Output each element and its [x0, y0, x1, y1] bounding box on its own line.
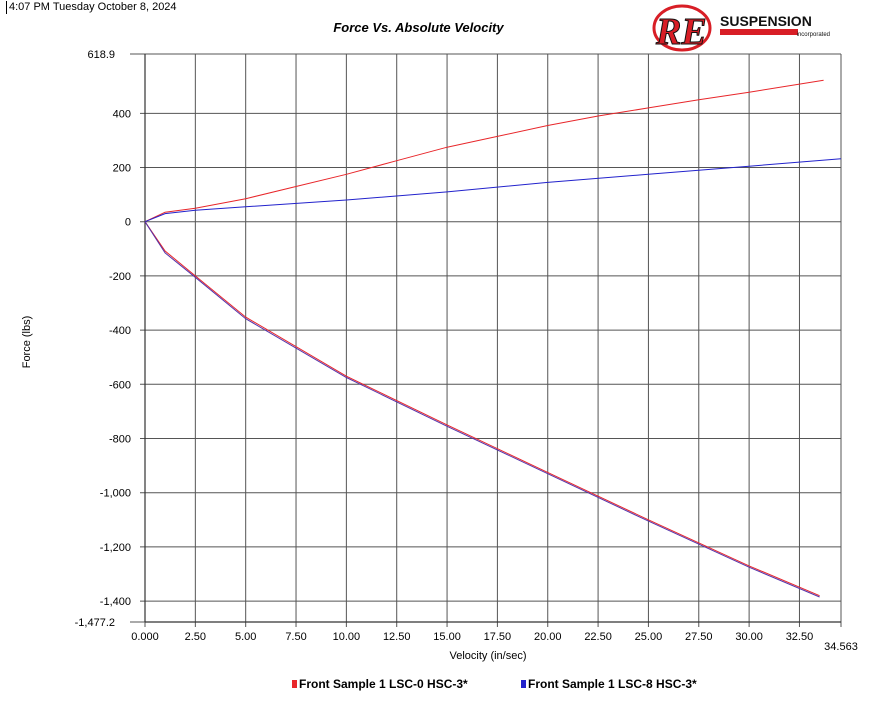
x-tick-label: 27.50 — [685, 631, 713, 643]
x-axis-label: Velocity (in/sec) — [449, 650, 527, 662]
y-tick-label: -600 — [109, 379, 131, 391]
y-tick-label: 200 — [113, 163, 131, 175]
y-tick-label: -800 — [109, 433, 131, 445]
logo-swoosh — [652, 4, 712, 52]
x-tick-label: 17.50 — [484, 631, 512, 643]
x-tick-label: 7.50 — [285, 631, 306, 643]
x-tick-label: 5.00 — [235, 631, 256, 643]
legend-item-lsc8: Front Sample 1 LSC-8 HSC-3* — [521, 677, 697, 691]
y-tick-label: 0 — [125, 217, 131, 229]
logo-sub: incorporated — [797, 32, 830, 38]
y-tick-label: 618.9 — [87, 49, 115, 61]
y-tick-label: -1,400 — [100, 596, 131, 608]
x-tick-label: 30.00 — [735, 631, 763, 643]
logo-mark: RE — [655, 11, 707, 53]
y-tick-label: -1,477.2 — [75, 617, 115, 629]
x-axis-ticks: 0.000 2.50 5.00 7.50 10.00 12.50 15.00 17.50 20.… — [131, 631, 858, 653]
y-axis-label: Force (lbs) — [21, 315, 33, 369]
legend-label-lsc8: Front Sample 1 LSC-8 HSC-3* — [528, 677, 697, 691]
legend-swatch-red — [292, 680, 297, 688]
y-tick-label: -400 — [109, 325, 131, 337]
x-tick-label: 22.50 — [584, 631, 612, 643]
chart-title: Force Vs. Absolute Velocity — [333, 20, 504, 35]
x-tick-label: 20.00 — [534, 631, 562, 643]
x-tick-label: 32.50 — [786, 631, 814, 643]
x-tick-label: 10.00 — [333, 631, 361, 643]
x-tick-label: 2.50 — [185, 631, 206, 643]
x-tick-label: 12.50 — [383, 631, 411, 643]
y-tick-label: -1,000 — [100, 488, 131, 500]
chart-series — [144, 79, 842, 598]
timestamp: 4:07 PM Tuesday October 8, 2024 — [6, 1, 177, 14]
y-axis-ticks: 618.9 400 200 0 -200 -400 -600 -800 -1,000 -1,200… — [75, 49, 131, 629]
y-tick-label: 400 — [113, 108, 131, 120]
chart-grid — [130, 53, 842, 627]
series-line — [144, 79, 824, 223]
legend-swatch-blue — [521, 680, 526, 688]
series-line — [144, 221, 820, 598]
x-tick-label: 0.000 — [131, 631, 159, 643]
y-tick-label: -1,200 — [100, 542, 131, 554]
series-line — [144, 221, 820, 597]
y-tick-label: -200 — [109, 271, 131, 283]
legend-item-lsc0: Front Sample 1 LSC-0 HSC-3* — [292, 677, 468, 691]
logo-bar — [720, 29, 798, 35]
series-line — [144, 158, 842, 223]
x-tick-label: 25.00 — [635, 631, 663, 643]
legend-label-lsc0: Front Sample 1 LSC-0 HSC-3* — [299, 677, 468, 691]
logo-word: SUSPENSION — [720, 13, 812, 29]
x-tick-label: 15.00 — [433, 631, 461, 643]
company-logo: RE SUSPENSION incorporated — [652, 4, 830, 54]
x-tick-label: 34.563 — [824, 641, 858, 653]
